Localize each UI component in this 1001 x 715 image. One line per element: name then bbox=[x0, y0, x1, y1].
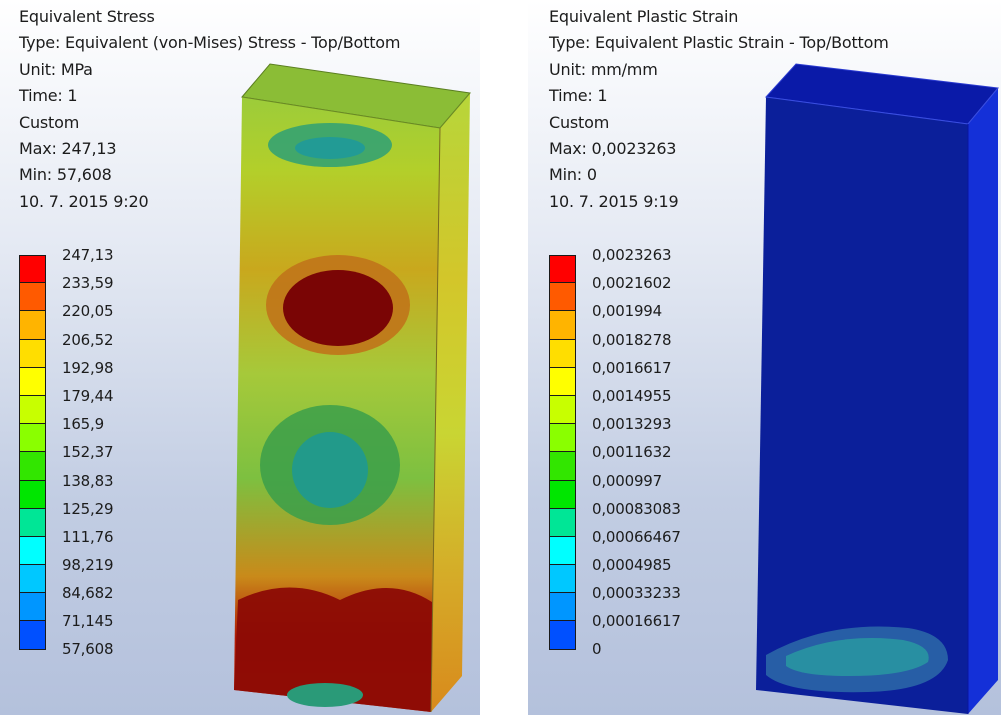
result-max: Max: 247,13 bbox=[19, 139, 117, 159]
stress-bottom-peak bbox=[234, 587, 432, 712]
legend-tick-label: 0,00066467 bbox=[592, 527, 681, 546]
legend-swatch bbox=[549, 255, 576, 284]
legend-tick-label: 57,608 bbox=[62, 640, 114, 659]
legend-swatch bbox=[549, 565, 576, 594]
result-date: 10. 7. 2015 9:19 bbox=[549, 191, 679, 211]
stress-side-face bbox=[431, 93, 470, 712]
legend-swatch bbox=[549, 424, 576, 453]
stress-front-face bbox=[234, 97, 440, 712]
legend-tick-label: 0,0018278 bbox=[592, 330, 672, 349]
result-max: Max: 0,0023263 bbox=[549, 139, 677, 159]
result-min: Min: 57,608 bbox=[19, 165, 112, 185]
stress-peak-zone bbox=[283, 270, 393, 346]
legend-tick-label: 0,0023263 bbox=[592, 246, 672, 264]
result-unit: Unit: mm/mm bbox=[549, 59, 658, 79]
legend-swatch bbox=[19, 395, 46, 425]
legend-swatch bbox=[549, 311, 576, 340]
legend-swatch bbox=[549, 480, 576, 509]
result-type: Type: Equivalent Plastic Strain - Top/Bo… bbox=[549, 33, 889, 53]
legend-swatch bbox=[19, 508, 46, 537]
legend-tick-label: 0,0021602 bbox=[592, 274, 672, 293]
result-min: Min: 0 bbox=[549, 165, 597, 185]
legend-swatch bbox=[549, 508, 576, 537]
legend-swatch bbox=[549, 621, 576, 650]
result-unit: Unit: MPa bbox=[19, 59, 93, 79]
legend-tick-label: 233,59 bbox=[62, 274, 114, 293]
strain-panel: Equivalent Plastic Strain Type: Equivale… bbox=[528, 0, 1001, 715]
stress-bottom-low bbox=[287, 683, 363, 707]
legend-tick-label: 0,000997 bbox=[592, 471, 662, 490]
legend-swatch bbox=[549, 593, 576, 622]
strain-plastic-core bbox=[786, 638, 929, 676]
legend-tick-label: 220,05 bbox=[62, 302, 114, 321]
legend-tick-label: 111,76 bbox=[62, 527, 114, 546]
legend-swatch bbox=[19, 621, 46, 650]
legend-tick-label: 71,145 bbox=[62, 612, 114, 631]
legend-tick-label: 165,9 bbox=[62, 415, 104, 434]
legend-tick-label: 0,0016617 bbox=[592, 358, 672, 377]
legend-swatch bbox=[549, 536, 576, 566]
legend-swatch bbox=[19, 367, 46, 396]
result-title: Equivalent Plastic Strain bbox=[549, 7, 739, 26]
stress-low-core bbox=[295, 137, 365, 159]
legend-tick-label: 0,0013293 bbox=[592, 415, 672, 434]
legend-tick-label: 84,682 bbox=[62, 584, 114, 603]
legend-tick-label: 192,98 bbox=[62, 358, 114, 377]
legend-swatch bbox=[19, 565, 46, 594]
legend-swatch bbox=[549, 283, 576, 312]
legend-swatch bbox=[549, 367, 576, 396]
legend-swatch bbox=[549, 339, 576, 368]
legend-tick-label: 0,00033233 bbox=[592, 584, 681, 603]
legend-swatch bbox=[549, 395, 576, 425]
stress-mid-core bbox=[292, 432, 368, 508]
legend-tick-label: 0,00016617 bbox=[592, 612, 681, 631]
legend-tick-label: 98,219 bbox=[62, 556, 114, 575]
legend-tick-label: 247,13 bbox=[62, 246, 114, 264]
result-title: Equivalent Stress bbox=[19, 7, 155, 26]
legend-swatch bbox=[19, 283, 46, 312]
legend-tick-label: 0,0011632 bbox=[592, 443, 672, 462]
strain-contour-model bbox=[756, 63, 999, 714]
legend-swatch bbox=[19, 452, 46, 481]
legend-tick-label: 0,001994 bbox=[592, 302, 662, 321]
legend-swatch bbox=[19, 339, 46, 368]
legend-swatch bbox=[19, 311, 46, 340]
legend-swatch bbox=[19, 593, 46, 622]
legend-tick-label: 138,83 bbox=[62, 471, 114, 490]
legend-swatch bbox=[19, 255, 46, 284]
legend-tick-label: 0,00083083 bbox=[592, 499, 681, 518]
result-date: 10. 7. 2015 9:20 bbox=[19, 191, 149, 211]
strain-info-block: Equivalent Plastic Strain Type: Equivale… bbox=[549, 4, 889, 215]
legend-swatch bbox=[19, 424, 46, 453]
stress-corner-edge bbox=[430, 127, 441, 713]
legend-tick-label: 152,37 bbox=[62, 443, 114, 462]
result-type: Type: Equivalent (von-Mises) Stress - To… bbox=[19, 33, 401, 53]
result-time: Time: 1 bbox=[19, 86, 78, 106]
strain-front-face bbox=[756, 97, 968, 714]
legend-tick-label: 125,29 bbox=[62, 499, 114, 518]
legend-tick-label: 0,0014955 bbox=[592, 386, 672, 405]
legend-swatch bbox=[549, 452, 576, 481]
result-custom: Custom bbox=[549, 112, 610, 132]
legend-tick-label: 0 bbox=[592, 640, 602, 659]
result-time: Time: 1 bbox=[549, 86, 608, 106]
result-custom: Custom bbox=[19, 112, 80, 132]
strain-side-face bbox=[968, 88, 998, 714]
stress-info-block: Equivalent Stress Type: Equivalent (von-… bbox=[19, 4, 400, 215]
legend-tick-label: 206,52 bbox=[62, 330, 114, 349]
legend-swatch bbox=[19, 480, 46, 509]
stress-contour-model bbox=[234, 63, 471, 713]
legend-tick-label: 0,0004985 bbox=[592, 556, 672, 575]
legend-swatch bbox=[19, 536, 46, 566]
stress-panel: Equivalent Stress Type: Equivalent (von-… bbox=[0, 0, 480, 715]
legend-tick-label: 179,44 bbox=[62, 386, 114, 405]
